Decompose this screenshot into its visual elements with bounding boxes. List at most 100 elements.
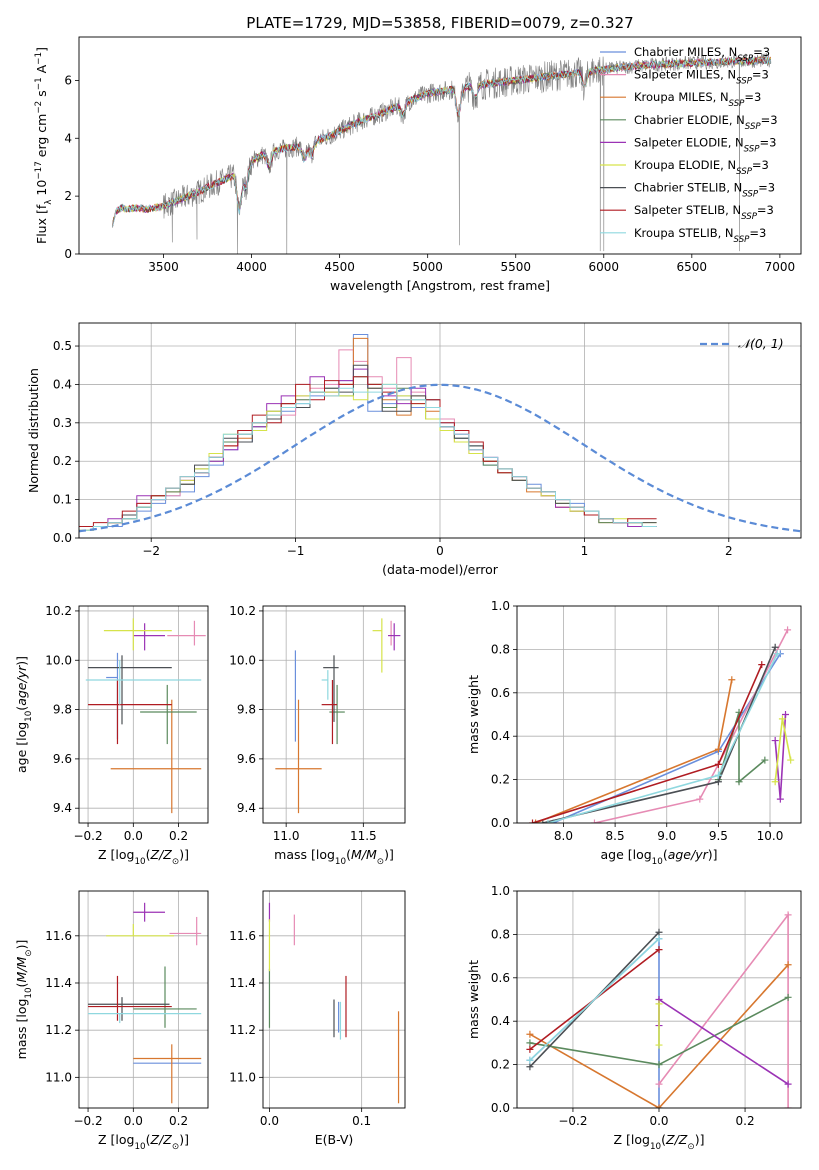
spectrum-data-line	[112, 53, 772, 254]
weight_vs_z-xlabel: Z [log10(Z/Z⊙)]	[614, 1132, 705, 1152]
weight_vs_age-line-kroupa-stelib	[547, 653, 778, 823]
gaussian-legend-label: 𝒩(0, 1)	[738, 336, 784, 351]
weight_vs_z-marker-chabrier-elodie	[655, 1061, 663, 1069]
mass_vs_ebv-axes: 0.0 0.1 11.0 11.2 11.4 11.6 E(B-V)	[229, 890, 406, 1147]
residuals-axes: −2 −1 0 1 2 0.0 0.1 0.2 0.3 0.4 0.5 (data-model)/er…	[26, 322, 802, 577]
weight_vs_z-marker-kroupa-miles	[784, 961, 792, 969]
legend-label-salpeter-elodie: Salpeter ELODIE, NSSP=3	[634, 135, 776, 154]
histogram-kroupa-stelib	[79, 383, 657, 531]
weight_vs_z-line-kroupa-stelib	[529, 938, 660, 1061]
spectrum-ylabel: Flux [fλ 10−17 erg cm−2 s−1 A−1]	[34, 47, 54, 244]
mass_vs_ebv-ytick-label: 11.2	[229, 1023, 256, 1037]
mass_vs_ebv-xlabel: E(B-V)	[315, 1132, 354, 1147]
weight_vs_age-frame	[516, 605, 802, 824]
weight_vs_age-marker-chabrier-elodie	[761, 756, 769, 764]
weight_vs_age-marker-salpeter-miles	[590, 819, 598, 823]
mass_vs_z-xlabel: Z [log10(Z/Z⊙)]	[98, 1132, 189, 1152]
weight_vs_z-marker-salpeter-elodie	[784, 1080, 792, 1088]
mass_vs_ebv-xtick-label: 0.1	[352, 1114, 371, 1128]
age_vs_mass-xtick-label: 11.0	[273, 829, 300, 843]
age_vs_mass-xtick-label: 11.5	[350, 829, 377, 843]
residuals-ytick-label: 0.5	[53, 339, 72, 353]
weight_vs_age-marker-kroupa-elodie	[787, 756, 795, 764]
weight_vs_age-plot-area	[528, 626, 795, 823]
weight_vs_age-line-salpeter-miles	[594, 629, 789, 823]
residuals-xtick-label: 2	[725, 544, 733, 558]
age_vs_z-xtick-label: 0.2	[169, 829, 188, 843]
spectrum-xtick-label: 5500	[500, 260, 531, 274]
spectrum-xtick-label: 4500	[324, 260, 355, 274]
weight_vs_z-ylabel: mass weight	[466, 960, 481, 1039]
spectrum-frame	[78, 36, 802, 255]
residuals-xlabel: (data-model)/error	[382, 562, 499, 577]
age_vs_mass-ytick-label: 10.2	[229, 604, 256, 618]
weight_vs_age-marker-kroupa-stelib	[544, 819, 552, 823]
weight_vs_z-marker-kroupa-miles	[526, 1030, 534, 1038]
age_vs_z-axes: −0.2 0.0 0.2 9.4 9.6 9.8 10.0 10.2 Z [log10(Z/Z⊙…	[14, 604, 209, 867]
weight_vs_z-ytick-label: 0.4	[491, 1014, 510, 1028]
age_vs_z-ytick-label: 9.4	[53, 801, 72, 815]
legend-label-salpeter-stelib: Salpeter STELIB, NSSP=3	[634, 203, 774, 222]
weight_vs_z-marker-salpeter-miles	[784, 1104, 792, 1108]
legend-label-chabrier-elodie: Chabrier ELODIE, NSSP=3	[634, 113, 778, 132]
mass_vs_z-ytick-label: 11.4	[45, 976, 72, 990]
legend-label-kroupa-stelib: Kroupa STELIB, NSSP=3	[634, 226, 766, 245]
legend-label-chabrier-miles: Chabrier MILES, NSSP=3	[634, 45, 770, 64]
residuals-ytick-label: 0.4	[53, 377, 72, 391]
weight_vs_z-marker-chabrier-elodie	[784, 993, 792, 1001]
age_vs_mass-ytick-label: 10.0	[229, 653, 256, 667]
weight_vs_z-marker-salpeter-stelib	[526, 1045, 534, 1053]
weight_vs_age-ytick-label: 1.0	[491, 599, 510, 613]
mass_vs_ebv-ytick-label: 11.4	[229, 976, 256, 990]
weight_vs_age-marker-chabrier-stelib	[539, 819, 547, 823]
weight_vs_z-line-kroupa-miles	[529, 964, 789, 1108]
age_vs_mass-ytick-label: 9.6	[237, 752, 256, 766]
mass_vs_z-xtick-label: −0.2	[73, 1114, 102, 1128]
mass_vs_ebv-plot-area	[268, 902, 400, 1104]
residuals-xtick-label: −2	[142, 544, 160, 558]
mass_vs_z-frame	[78, 890, 209, 1109]
weight_vs_age-xtick-label: 8.5	[606, 829, 625, 843]
mass_vs_ebv-frame	[262, 890, 406, 1109]
age_vs_mass-axes: 11.0 11.5 9.4 9.6 9.8 10.0 10.2 mass [log10(M/M…	[229, 604, 406, 867]
mass_vs_z-ylabel: mass [log10(M/M⊙)]	[14, 940, 34, 1060]
age_vs_z-ytick-label: 9.6	[53, 752, 72, 766]
weight_vs_z-ytick-label: 0.2	[491, 1058, 510, 1072]
weight_vs_z-line-salpeter-elodie	[658, 998, 789, 1085]
spectrum-axes: 3500 4000 4500 5000 5500 6000 6500 7000 0 2 4 6 wave…	[34, 36, 802, 293]
figure-title: PLATE=1729, MJD=53858, FIBERID=0079, z=0…	[246, 14, 633, 32]
weight_vs_age-marker-chabrier-stelib	[771, 643, 779, 651]
residuals-ytick-label: 0.3	[53, 416, 72, 430]
weight_vs_age-line-chabrier-stelib	[542, 646, 776, 823]
residuals-ytick-label: 0.2	[53, 454, 72, 468]
residuals-ytick-label: 0.0	[53, 531, 72, 545]
spectrum-ytick-label: 4	[64, 131, 72, 145]
legend-label-chabrier-stelib: Chabrier STELIB, NSSP=3	[634, 181, 775, 200]
weight_vs_age-ytick-label: 0.4	[491, 729, 510, 743]
age_vs_mass-frame	[262, 605, 406, 824]
weight_vs_z-marker-salpeter-stelib	[655, 946, 663, 954]
mass_vs_z-axes: −0.2 0.0 0.2 11.0 11.2 11.4 11.6 Z [log10(Z/Z⊙)…	[14, 890, 209, 1152]
weight_vs_z-marker-kroupa-elodie	[655, 1041, 663, 1049]
age_vs_z-frame	[78, 605, 209, 824]
weight_vs_z-marker-chabrier-elodie	[526, 1039, 534, 1047]
weight_vs_z-ytick-label: 1.0	[491, 884, 510, 898]
weight_vs_age-marker-salpeter-miles	[696, 795, 704, 803]
weight_vs_z-marker-kroupa-miles	[655, 1104, 663, 1108]
spectrum-xlabel: wavelength [Angstrom, rest frame]	[330, 278, 550, 293]
weight_vs_z-marker-salpeter-miles	[655, 1080, 663, 1088]
weight_vs_age-xlabel: age [log10(age/yr)]	[600, 847, 717, 867]
weight_vs_age-marker-salpeter-elodie	[771, 737, 779, 745]
weight_vs_age-axes: 8.0 8.5 9.0 9.5 10.0 0.0 0.2 0.4 0.6 0.8 1.0 age [l…	[466, 599, 802, 867]
weight_vs_age-ytick-label: 0.8	[491, 642, 510, 656]
spectrum-xtick-label: 3500	[148, 260, 179, 274]
weight_vs_age-marker-kroupa-miles	[532, 819, 540, 823]
weight_vs_z-marker-kroupa-stelib	[655, 935, 663, 943]
age_vs_z-ylabel: age [log10(age/yr)]	[14, 656, 34, 773]
mass_vs_ebv-xtick-label: 0.0	[260, 1114, 279, 1128]
weight_vs_age-marker-kroupa-elodie	[771, 778, 779, 786]
weight_vs_age-marker-chabrier-stelib	[714, 778, 722, 786]
weight_vs_z-marker-chabrier-stelib	[526, 1063, 534, 1071]
gaussian-curve	[79, 383, 801, 533]
